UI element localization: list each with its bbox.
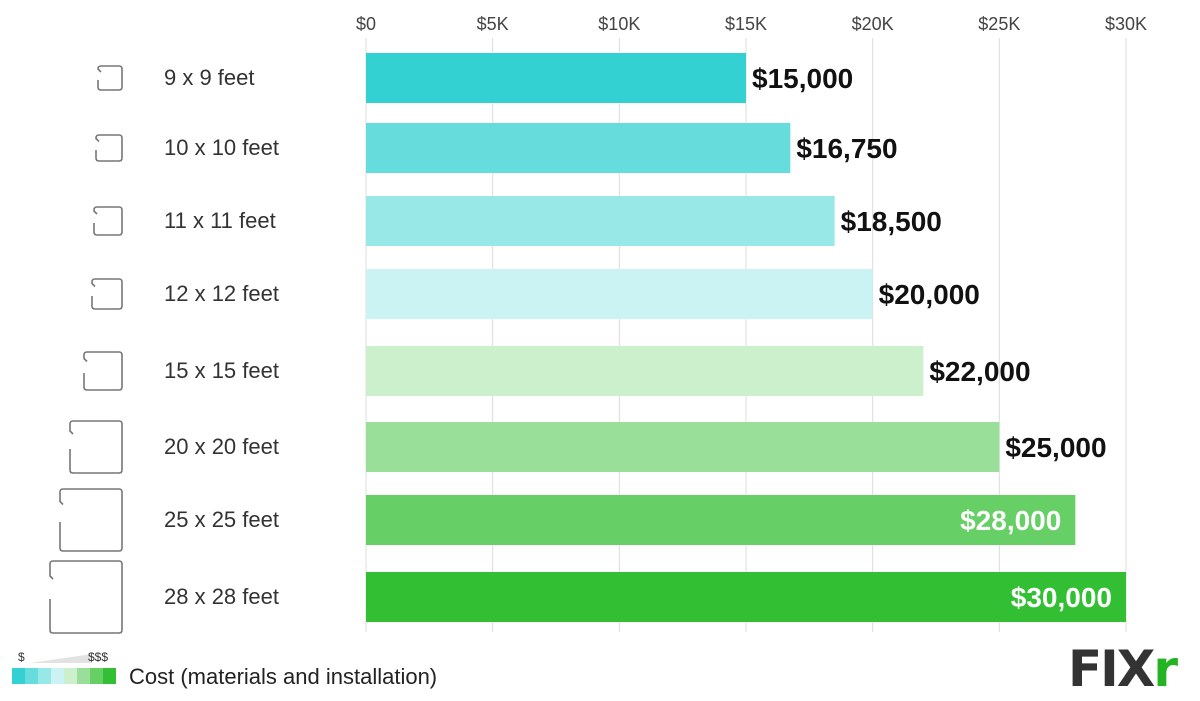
bar bbox=[366, 422, 1000, 472]
category-label: 12 x 12 feet bbox=[164, 281, 279, 306]
category-label: 9 x 9 feet bbox=[164, 65, 255, 90]
category-label: 10 x 10 feet bbox=[164, 135, 279, 160]
fixr-logo: FIXr bbox=[1068, 644, 1178, 694]
legend-swatch bbox=[103, 668, 116, 684]
data-label: $18,500 bbox=[841, 206, 942, 237]
room-floorplan-icon bbox=[93, 206, 123, 236]
x-tick-label: $5K bbox=[477, 14, 509, 34]
legend-swatch bbox=[77, 668, 90, 684]
x-tick-label: $30K bbox=[1105, 14, 1147, 34]
x-tick-label: $0 bbox=[356, 14, 376, 34]
legend-swatch bbox=[90, 668, 103, 684]
bar bbox=[366, 53, 746, 103]
logo-accent: r bbox=[1153, 640, 1178, 698]
room-floorplan-icon bbox=[49, 560, 123, 634]
data-label: $16,750 bbox=[796, 133, 897, 164]
bar bbox=[366, 495, 1076, 545]
legend-swatch bbox=[25, 668, 38, 684]
bar bbox=[366, 269, 873, 319]
category-label: 20 x 20 feet bbox=[164, 434, 279, 459]
legend-title: Cost (materials and installation) bbox=[129, 664, 438, 689]
legend-high-label: $$$ bbox=[88, 650, 109, 664]
data-label: $30,000 bbox=[1011, 582, 1112, 613]
data-label: $15,000 bbox=[752, 63, 853, 94]
legend-swatch bbox=[51, 668, 64, 684]
x-tick-label: $15K bbox=[725, 14, 767, 34]
x-tick-label: $20K bbox=[852, 14, 894, 34]
category-label: 25 x 25 feet bbox=[164, 507, 279, 532]
room-floorplan-icon bbox=[69, 420, 123, 474]
legend-gradient-wedge bbox=[30, 654, 92, 663]
bar bbox=[366, 346, 924, 396]
legend-swatches bbox=[12, 668, 116, 684]
room-floorplan-icon bbox=[91, 278, 123, 310]
legend-swatch bbox=[38, 668, 51, 684]
logo-text: FIX bbox=[1068, 640, 1155, 698]
room-floorplan-icon bbox=[59, 488, 123, 552]
category-label: 28 x 28 feet bbox=[164, 584, 279, 609]
data-label: $22,000 bbox=[929, 356, 1030, 387]
category-label: 11 x 11 feet bbox=[164, 208, 276, 233]
x-tick-label: $25K bbox=[978, 14, 1020, 34]
legend-low-label: $ bbox=[18, 650, 25, 664]
bar bbox=[366, 123, 791, 173]
data-label: $28,000 bbox=[960, 505, 1061, 536]
room-floorplan-icon bbox=[83, 351, 123, 391]
legend-swatch bbox=[12, 668, 25, 684]
bar bbox=[366, 196, 835, 246]
room-floorplan-icon bbox=[95, 134, 123, 162]
legend-swatch bbox=[64, 668, 77, 684]
x-tick-label: $10K bbox=[598, 14, 640, 34]
data-label: $25,000 bbox=[1005, 432, 1106, 463]
data-label: $20,000 bbox=[879, 279, 980, 310]
bar bbox=[366, 572, 1126, 622]
category-label: 15 x 15 feet bbox=[164, 358, 279, 383]
room-floorplan-icon bbox=[97, 65, 123, 91]
